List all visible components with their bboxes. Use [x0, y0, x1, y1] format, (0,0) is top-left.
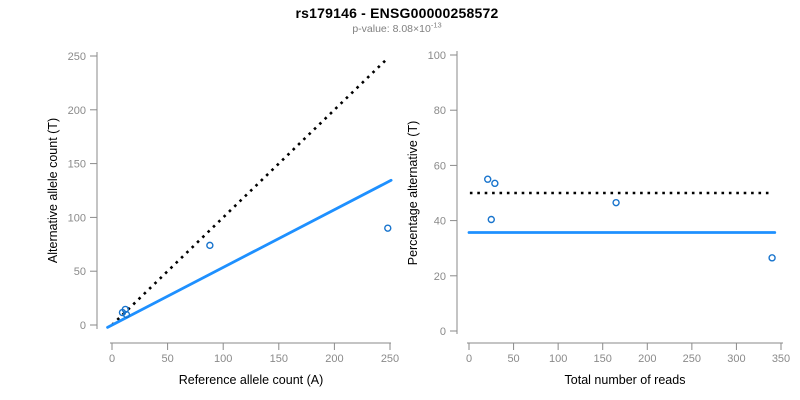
x-tick-label: 200 [325, 353, 343, 365]
x-tick-label: 250 [381, 353, 399, 365]
x-tick-label: 0 [109, 353, 115, 365]
x-tick-label: 350 [772, 353, 790, 365]
data-point [491, 179, 499, 188]
x-tick-label: 150 [270, 353, 288, 365]
regression-fit-line [106, 178, 393, 329]
y-tick-label: 20 [434, 271, 446, 283]
y-tick-label: 60 [434, 160, 446, 172]
data-point [487, 215, 495, 224]
y-tick-label: 50 [74, 266, 86, 278]
y-tick-label: 200 [68, 105, 86, 117]
y-tick-label: 40 [434, 216, 446, 228]
identity-reference-dotted [111, 57, 389, 326]
x-tick-label: 200 [638, 353, 656, 365]
data-point [612, 198, 620, 207]
x-tick-label: 300 [727, 353, 745, 365]
data-point [206, 241, 214, 250]
y-tick-label: 80 [434, 105, 446, 117]
plot-title: rs179146 - ENSG00000258572 [295, 5, 499, 21]
pvalue-exponent: -13 [430, 20, 442, 30]
y-tick-label: 250 [68, 51, 86, 63]
data-point [484, 175, 492, 183]
y-axis-title: Percentage alternative (T) [406, 121, 420, 266]
pvalue-text: p-value: 8.08×10 [352, 23, 431, 35]
y-tick-label: 150 [68, 159, 86, 171]
data-point [384, 224, 392, 232]
x-axis-title: Total number of reads [565, 373, 686, 387]
x-tick-label: 100 [214, 353, 232, 365]
x-tick-label: 50 [161, 353, 173, 365]
y-tick-label: 0 [80, 320, 86, 332]
y-tick-label: 100 [68, 212, 86, 224]
y-axis-title: Alternative allele count (T) [46, 118, 60, 263]
x-tick-label: 100 [549, 353, 567, 365]
data-point [122, 310, 131, 319]
x-axis-title: Reference allele count (A) [179, 373, 324, 387]
plot-subtitle: p-value: 8.08×10-13 [0, 20, 794, 35]
y-tick-label: 0 [440, 326, 446, 338]
x-tick-label: 0 [466, 353, 472, 365]
x-tick-label: 50 [507, 353, 519, 365]
x-tick-label: 150 [594, 353, 612, 365]
x-tick-label: 250 [683, 353, 701, 365]
data-point [768, 254, 776, 262]
y-tick-label: 100 [428, 50, 446, 62]
